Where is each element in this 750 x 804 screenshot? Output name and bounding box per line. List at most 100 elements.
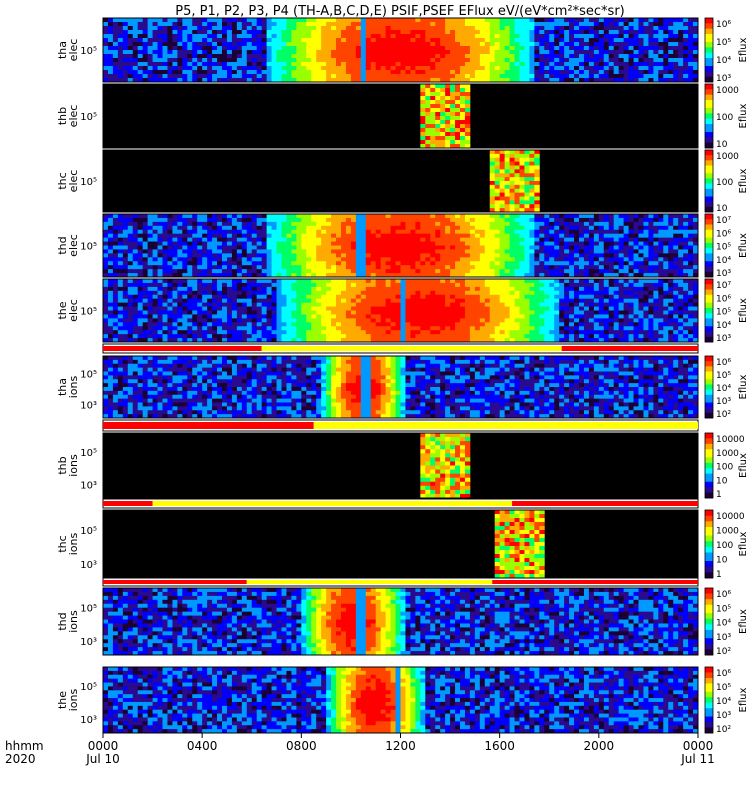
spectrogram-cell xyxy=(157,225,163,231)
spectrogram-cell xyxy=(579,249,585,254)
spectrogram-cell xyxy=(549,18,555,23)
spectrogram-cell xyxy=(251,269,258,274)
spectrogram-cell xyxy=(608,261,615,266)
spectrogram-cell xyxy=(598,225,605,231)
spectrogram-cell xyxy=(395,233,401,239)
spectrogram-cell xyxy=(489,30,496,35)
spectrogram-cell xyxy=(524,50,530,55)
spectrogram-cell xyxy=(231,330,238,335)
spectrogram-cell xyxy=(460,140,466,145)
spectrogram-cell xyxy=(673,38,679,43)
spectrogram-cell xyxy=(484,38,491,43)
spectrogram-cell xyxy=(598,265,605,270)
spectrogram-cell xyxy=(569,22,575,27)
spectrogram-cell xyxy=(137,253,144,258)
spectrogram-cell xyxy=(628,245,634,250)
panel-frame xyxy=(102,17,699,83)
spectrogram-cell xyxy=(103,46,109,51)
spectrogram-cell xyxy=(276,237,282,242)
spectrogram-cell xyxy=(187,241,193,246)
spectrogram-cell xyxy=(554,54,560,59)
colorbar-step xyxy=(705,175,713,179)
spectrogram-cell xyxy=(460,269,466,274)
spectrogram-cell xyxy=(638,245,644,250)
spectrogram-cell xyxy=(182,273,188,278)
spectrogram-cell xyxy=(390,22,396,27)
spectrogram-cell xyxy=(331,50,337,55)
spectrogram-cell xyxy=(529,66,535,71)
colorbar-step xyxy=(705,168,713,172)
spectrogram-cell xyxy=(231,338,238,343)
spectrogram-cell xyxy=(554,46,560,51)
spectrogram-cell xyxy=(286,78,292,83)
spectrogram-cell xyxy=(345,257,352,262)
spectrogram-cell xyxy=(464,124,471,129)
spectrogram-cell xyxy=(598,257,605,262)
spectrogram-cell xyxy=(668,18,674,23)
spectrogram-cell xyxy=(579,30,585,35)
spectrogram-cell xyxy=(142,74,149,79)
spectrogram-cell xyxy=(395,30,401,35)
spectrogram-cell xyxy=(554,221,560,227)
spectrogram-cell xyxy=(291,22,297,27)
spectrogram-cell xyxy=(172,326,178,331)
spectrogram-cell xyxy=(345,249,352,254)
spectrogram-cell xyxy=(569,229,575,235)
spectrogram-cell xyxy=(177,34,183,39)
spectrogram-cell xyxy=(579,233,585,239)
spectrogram-cell xyxy=(420,112,426,117)
spectrogram-cell xyxy=(474,74,481,79)
spectrogram-cell xyxy=(360,50,367,55)
spectrogram-cell xyxy=(132,253,139,258)
spectrogram-cell xyxy=(197,233,203,239)
spectrogram-cell xyxy=(524,165,530,170)
spectrogram-cell xyxy=(306,217,312,223)
ytick-label: 10⁵ xyxy=(80,112,97,123)
spectrogram-cell xyxy=(202,58,208,63)
spectrogram-cell xyxy=(395,265,401,270)
spectrogram-cell xyxy=(395,253,401,258)
spectrogram-cell xyxy=(489,34,496,39)
spectrogram-cell xyxy=(117,233,124,239)
spectrogram-cell xyxy=(464,225,471,231)
spectrogram-cell xyxy=(311,66,317,71)
spectrogram-cell xyxy=(370,257,377,262)
spectrogram-cell xyxy=(316,273,322,278)
spectrogram-cell xyxy=(336,233,342,239)
spectrogram-cell xyxy=(593,18,600,23)
spectrogram-cell xyxy=(648,46,654,51)
spectrogram-cell xyxy=(618,58,625,63)
spectrogram-cell xyxy=(534,150,540,155)
spectrogram-cell xyxy=(673,70,679,75)
spectrogram-cell xyxy=(177,334,183,339)
spectrogram-cell xyxy=(112,221,119,227)
spectrogram-cell xyxy=(519,253,525,258)
spectrogram-cell xyxy=(440,241,446,246)
spectrogram-cell xyxy=(251,58,258,63)
spectrogram-cell xyxy=(643,217,649,223)
spectrogram-cell xyxy=(554,70,560,75)
spectrogram-cell xyxy=(693,78,699,83)
spectrogram-cell xyxy=(236,62,243,67)
spectrogram-cell xyxy=(286,42,292,47)
spectrogram-cell xyxy=(182,70,188,75)
spectrogram-cell xyxy=(266,26,272,31)
spectrogram-cell xyxy=(261,286,268,292)
spectrogram-cell xyxy=(499,245,506,250)
spectrogram-cell xyxy=(643,257,649,262)
spectrogram-cell xyxy=(286,314,292,319)
spectrogram-cell xyxy=(162,318,168,323)
spectrogram-cell xyxy=(152,253,158,258)
spectrogram-cell xyxy=(420,116,426,121)
spectrogram-cell xyxy=(534,269,540,274)
spectrogram-cell xyxy=(588,22,595,27)
spectrogram-cell xyxy=(494,265,501,270)
spectrogram-cell xyxy=(440,132,446,137)
spectrogram-cell xyxy=(688,229,694,235)
spectrogram-cell xyxy=(643,273,649,278)
spectrogram-cell xyxy=(281,322,287,327)
spectrogram-cell xyxy=(509,42,515,47)
spectrogram-cell xyxy=(445,58,451,63)
spectrogram-cell xyxy=(489,177,496,182)
spectrogram-cell xyxy=(579,62,585,67)
